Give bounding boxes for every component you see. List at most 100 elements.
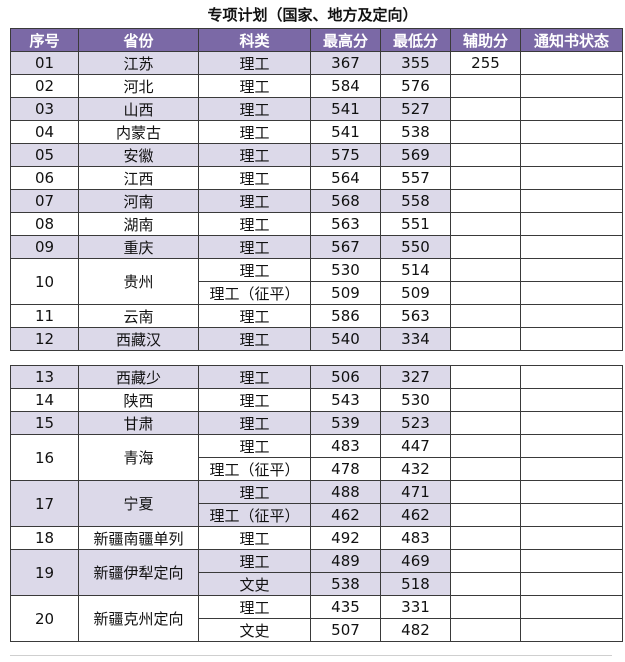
header-aux-score: 辅助分 [450, 28, 521, 52]
table-row: 理工（征平） 478 432 [11, 457, 623, 481]
notice-status-cell [520, 74, 623, 98]
category-cell: 理工（征平） [198, 503, 311, 527]
table-row: 15 甘肃 理工 539 523 [10, 411, 623, 435]
max-score-cell: 488 [310, 480, 381, 504]
min-score-cell: 471 [380, 480, 451, 504]
min-score-cell: 518 [380, 572, 451, 596]
table-row: 04 内蒙古 理工 541 538 [10, 120, 623, 144]
category-cell: 理工 [198, 97, 311, 121]
table-row: 10 贵州 理工 530 514 [10, 258, 623, 305]
aux-score-cell [450, 618, 521, 642]
row-number: 05 [10, 143, 79, 167]
min-score-cell: 527 [380, 97, 451, 121]
min-score-cell: 538 [380, 120, 451, 144]
category-cell: 理工 [198, 235, 311, 259]
min-score-cell: 550 [380, 235, 451, 259]
province-cell: 青海 [78, 434, 199, 481]
row-number: 12 [10, 327, 79, 351]
min-score-cell: 334 [380, 327, 451, 351]
table-row: 14 陕西 理工 543 530 [10, 388, 623, 412]
aux-score-cell [450, 281, 521, 305]
aux-score-cell [450, 503, 521, 527]
min-score-cell: 530 [380, 388, 451, 412]
min-score-cell: 563 [380, 304, 451, 328]
notice-status-cell [520, 304, 623, 328]
min-score-cell: 576 [380, 74, 451, 98]
category-cell: 理工 [198, 434, 311, 458]
aux-score-cell [450, 212, 521, 236]
row-number: 06 [10, 166, 79, 190]
max-score-cell: 538 [310, 572, 381, 596]
aux-score-cell [450, 549, 521, 573]
table-row: 13 西藏少 理工 506 327 [10, 365, 623, 389]
row-number: 20 [10, 595, 79, 642]
min-score-cell: 483 [380, 526, 451, 550]
table-gap [0, 357, 625, 364]
province-cell: 山西 [78, 97, 199, 121]
aux-score-cell [450, 235, 521, 259]
notice-status-cell [520, 549, 623, 573]
min-score-cell: 514 [380, 258, 451, 282]
max-score-cell: 367 [310, 51, 381, 75]
header-category: 科类 [198, 28, 311, 52]
header-no: 序号 [10, 28, 79, 52]
row-number: 01 [10, 51, 79, 75]
category-cell: 文史 [198, 572, 311, 596]
max-score-cell: 462 [310, 503, 381, 527]
province-cell: 江苏 [78, 51, 199, 75]
aux-score-cell [450, 74, 521, 98]
notice-status-cell [520, 258, 623, 282]
table-row: 19 新疆伊犁定向 理工 489 469 [10, 549, 623, 596]
header-max-score: 最高分 [310, 28, 381, 52]
max-score-cell: 541 [310, 97, 381, 121]
category-cell: 理工 [198, 189, 311, 213]
aux-score-cell [450, 365, 521, 389]
table-row: 理工（征平） 509 509 [11, 281, 623, 305]
table-row: 16 青海 理工 483 447 [10, 434, 623, 481]
row-number: 13 [10, 365, 79, 389]
row-number: 07 [10, 189, 79, 213]
province-cell: 河南 [78, 189, 199, 213]
aux-score-cell [450, 526, 521, 550]
notice-status-cell [520, 457, 623, 481]
row-number: 19 [10, 549, 79, 596]
category-cell: 理工 [198, 327, 311, 351]
max-score-cell: 586 [310, 304, 381, 328]
admission-table-part-2: 13 西藏少 理工 506 327 14 陕西 理工 543 530 15 甘肃 理工 539 523 16 青… [10, 365, 623, 642]
min-score-cell: 331 [380, 595, 451, 619]
admission-table-part-1: 序号 省份 科类 最高分 最低分 辅助分 通知书状态 01 江苏 理工 367 355 2… [10, 28, 623, 351]
row-number: 18 [10, 526, 79, 550]
max-score-cell: 507 [310, 618, 381, 642]
max-score-cell: 540 [310, 327, 381, 351]
table-row: 20 新疆克州定向 理工 435 331 [10, 595, 623, 642]
category-cell: 理工 [198, 480, 311, 504]
max-score-cell: 564 [310, 166, 381, 190]
row-number: 04 [10, 120, 79, 144]
notice-status-cell [520, 572, 623, 596]
row-number: 08 [10, 212, 79, 236]
notice-status-cell [520, 365, 623, 389]
notice-status-cell [520, 143, 623, 167]
max-score-cell: 509 [310, 281, 381, 305]
category-cell: 理工 [198, 258, 311, 282]
row-number: 02 [10, 74, 79, 98]
header-row: 序号 省份 科类 最高分 最低分 辅助分 通知书状态 [10, 28, 623, 52]
notice-status-cell [520, 281, 623, 305]
table-row: 03 山西 理工 541 527 [10, 97, 623, 121]
notice-status-cell [520, 388, 623, 412]
category-cell: 理工 [198, 388, 311, 412]
province-cell: 重庆 [78, 235, 199, 259]
province-cell: 新疆伊犁定向 [78, 549, 199, 596]
min-score-cell: 558 [380, 189, 451, 213]
aux-score-cell [450, 434, 521, 458]
aux-score-cell [450, 411, 521, 435]
aux-score-cell [450, 120, 521, 144]
notice-status-cell [520, 480, 623, 504]
header-province: 省份 [78, 28, 199, 52]
row-number: 14 [10, 388, 79, 412]
notice-status-cell [520, 434, 623, 458]
aux-score-cell [450, 572, 521, 596]
max-score-cell: 575 [310, 143, 381, 167]
aux-score-cell [450, 143, 521, 167]
province-cell: 陕西 [78, 388, 199, 412]
